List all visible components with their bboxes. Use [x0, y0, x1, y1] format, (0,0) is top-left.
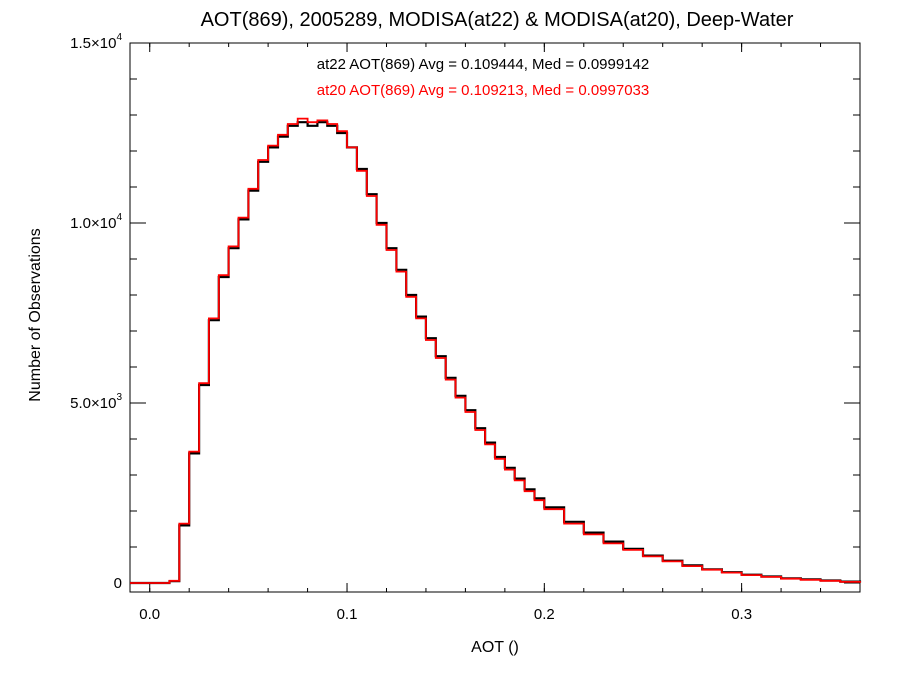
y-tick-exponent: 4 [116, 32, 122, 43]
series-layer [130, 117, 862, 585]
x-axis: 0.0 0.1 0.2 0.3 [139, 43, 861, 623]
series-line-1 [130, 117, 861, 584]
annotation-at20: at20 AOT(869) Avg = 0.109213, Med = 0.09… [317, 82, 649, 99]
y-tick-label: 1.0×104 [70, 212, 122, 232]
y-tick-exponent: 3 [116, 392, 122, 403]
x-tick-label: 0.1 [337, 606, 358, 623]
chart-title: AOT(869), 2005289, MODISA(at22) & MODISA… [201, 9, 794, 31]
plot-frame [129, 42, 861, 593]
y-axis-label: Number of Observations [27, 228, 44, 401]
x-tick-label: 0.0 [139, 606, 160, 623]
series-line-0 [130, 121, 862, 585]
annotation-at22: at22 AOT(869) Avg = 0.109444, Med = 0.09… [317, 56, 649, 73]
y-tick-label: 0 [114, 575, 122, 592]
y-tick-label: 5.0×103 [70, 392, 122, 412]
x-tick-label: 0.2 [534, 606, 555, 623]
x-axis-label: AOT () [471, 639, 519, 656]
y-tick-mantissa: 0 [114, 575, 122, 592]
y-tick-mantissa: 5.0×10 [70, 395, 116, 412]
y-tick-label: 1.5×104 [70, 32, 122, 52]
y-tick-mantissa: 1.0×10 [70, 215, 116, 232]
x-tick-label: 0.3 [731, 606, 752, 623]
y-tick-mantissa: 1.5×10 [70, 35, 116, 52]
y-tick-exponent: 4 [116, 212, 122, 223]
